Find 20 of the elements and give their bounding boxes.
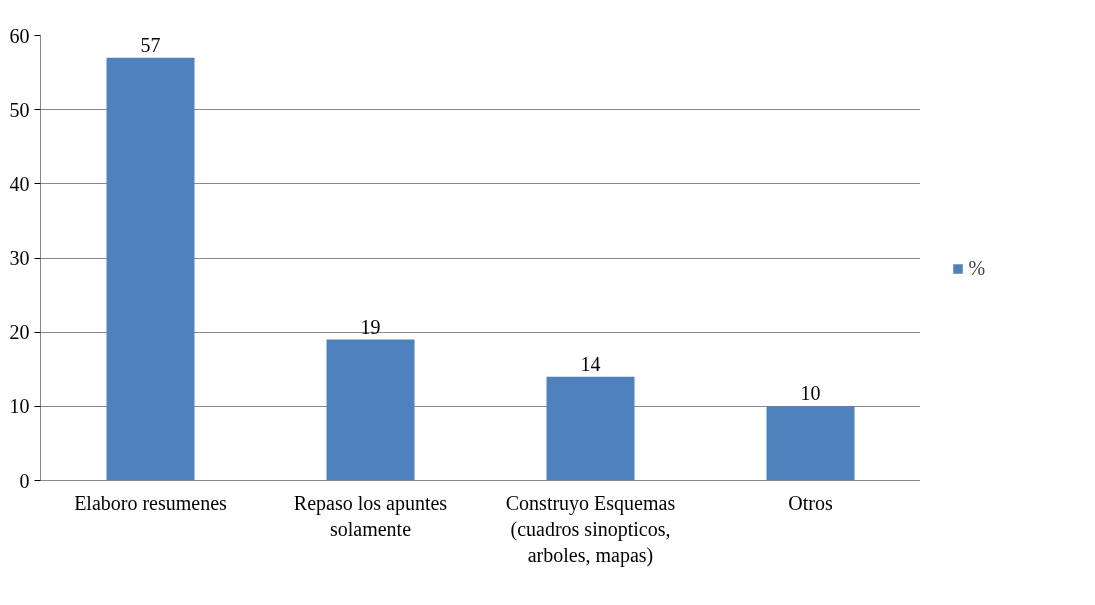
y-tick-label: 60: [9, 24, 30, 47]
bar: [546, 376, 635, 481]
data-label: 14: [580, 352, 601, 375]
data-label: 19: [360, 315, 381, 338]
data-label: 57: [140, 33, 161, 56]
bar: [766, 406, 855, 481]
y-tick-label: 40: [9, 172, 30, 195]
y-tick-label: 0: [19, 469, 30, 492]
x-tick-label: Otros: [788, 491, 833, 514]
y-tick-label: 30: [9, 247, 30, 269]
data-label: 10: [800, 382, 821, 405]
y-tick-label: 20: [9, 321, 30, 344]
x-tick-label: Construyo Esquemas (cuadros sinopticos, arboles, mapas): [505, 491, 676, 568]
x-tick-label: Elaboro resumenes: [74, 491, 228, 514]
x-tick-label: Repaso los apuntes solamente: [293, 491, 448, 540]
bar: [106, 57, 195, 481]
bar: [326, 339, 415, 481]
y-tick-label: 50: [9, 98, 30, 121]
y-tick-label: 10: [9, 395, 30, 418]
legend-label: %: [968, 256, 987, 280]
